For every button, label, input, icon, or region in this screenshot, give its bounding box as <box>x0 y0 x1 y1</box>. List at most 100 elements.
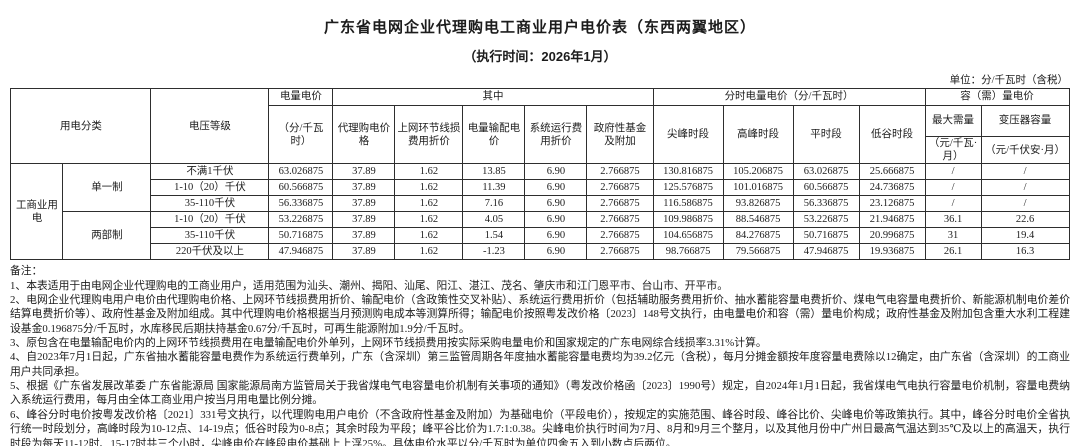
value-cell: / <box>980 163 1070 181</box>
value-cell: 2.766875 <box>586 243 654 261</box>
header-system-operation: 系统运行费用折价 <box>524 104 588 165</box>
value-cell: 2.766875 <box>586 211 654 229</box>
value-cell: 109.986875 <box>652 211 724 229</box>
value-cell: 6.90 <box>524 243 588 261</box>
category-cell: 工商业用电 <box>10 163 64 261</box>
value-cell: 4.05 <box>462 211 526 229</box>
header-agency-price: 代理购电价格 <box>332 104 396 165</box>
value-cell: 84.276875 <box>722 227 794 245</box>
value-cell: 50.716875 <box>268 227 334 245</box>
voltage-cell: 35-110千伏 <box>150 195 270 213</box>
note-item: 1、本表适用于由电网企业代理购电的工商业用户，适用范围为汕头、潮州、揭阳、汕尾、… <box>10 279 728 292</box>
value-cell: 20.996875 <box>858 227 926 245</box>
value-cell: 130.816875 <box>652 163 724 181</box>
value-cell: 26.1 <box>924 243 982 261</box>
value-cell: 6.90 <box>524 195 588 213</box>
value-cell: 6.90 <box>524 163 588 181</box>
voltage-cell: 1-10（20）千伏 <box>150 211 270 229</box>
value-cell: 56.336875 <box>268 195 334 213</box>
table-row: 35-110千伏 56.336875 37.89 1.62 7.16 6.90 2.7668… <box>11 195 1070 213</box>
header-energy-price: 电量电价 <box>268 88 334 106</box>
value-cell: 56.336875 <box>792 195 860 213</box>
value-cell: 1.62 <box>394 179 464 197</box>
header-transmission-price: 电量输配电价 <box>462 104 526 165</box>
value-cell: 23.126875 <box>858 195 926 213</box>
pricing-system-cell: 两部制 <box>62 211 152 261</box>
header-capacity-price: 容（需）量电价 <box>924 88 1070 106</box>
header-gov-fund: 政府性基金及附加 <box>586 104 654 165</box>
value-cell: 63.026875 <box>792 163 860 181</box>
value-cell: 6.90 <box>524 211 588 229</box>
table-row: 35-110千伏 50.716875 37.89 1.62 1.54 6.90 2.7668… <box>11 227 1070 245</box>
value-cell: 1.62 <box>394 211 464 229</box>
note-item: 6、峰谷分时电价按粤发改价格〔2021〕331号文执行，以代理购电用户电价（不含… <box>10 408 1070 446</box>
value-cell: 79.566875 <box>722 243 794 261</box>
header-peak: 高峰时段 <box>722 104 794 165</box>
note-item: 5、根据《广东省发展改革委 广东省能源局 国家能源局南方监管局关于我省煤电气电容… <box>10 380 1070 407</box>
header-among-which: 其中 <box>332 88 654 106</box>
value-cell: 1.62 <box>394 163 464 181</box>
value-cell: 93.826875 <box>722 195 794 213</box>
header-sharp-peak: 尖峰时段 <box>652 104 724 165</box>
value-cell: 1.54 <box>462 227 526 245</box>
voltage-cell: 35-110千伏 <box>150 227 270 245</box>
value-cell: 11.39 <box>462 179 526 197</box>
value-cell: 50.716875 <box>792 227 860 245</box>
value-cell: 116.586875 <box>652 195 724 213</box>
header-flat: 平时段 <box>792 104 860 165</box>
value-cell: 25.666875 <box>858 163 926 181</box>
value-cell: 16.3 <box>980 243 1070 261</box>
document-page: 广东省电网企业代理购电工商业用户电价表（东西两翼地区） （执行时间：2026年1… <box>0 16 1080 446</box>
value-cell: 6.90 <box>524 179 588 197</box>
value-cell: / <box>980 179 1070 197</box>
value-cell: 1.62 <box>394 243 464 261</box>
value-cell: 60.566875 <box>792 179 860 197</box>
value-cell: 2.766875 <box>586 227 654 245</box>
value-cell: 1.62 <box>394 195 464 213</box>
value-cell: 24.736875 <box>858 179 926 197</box>
header-voltage-level: 电压等级 <box>150 87 270 165</box>
value-cell: 104.656875 <box>652 227 724 245</box>
value-cell: / <box>980 195 1070 213</box>
value-cell: 47.946875 <box>792 243 860 261</box>
value-cell: 1.62 <box>394 227 464 245</box>
value-cell: 31 <box>924 227 982 245</box>
value-cell: 88.546875 <box>722 211 794 229</box>
value-cell: 37.89 <box>332 211 396 229</box>
value-cell: 37.89 <box>332 243 396 261</box>
value-cell: 47.946875 <box>268 243 334 261</box>
table-row: 工商业用电 单一制 不满1千伏 63.026875 37.89 1.62 13.85 6.90… <box>10 163 1070 261</box>
price-table: 用电分类 电压等级 电量电价 其中 分时电量电价（分/千瓦时） 容（需）量电价 … <box>10 87 1070 261</box>
header-transformer-capacity-unit: （元/千伏安·月） <box>980 135 1070 165</box>
value-cell: 63.026875 <box>268 163 334 181</box>
value-cell: 2.766875 <box>586 163 654 181</box>
value-cell: 37.89 <box>332 179 396 197</box>
value-cell: / <box>924 163 982 181</box>
header-line-loss: 上网环节线损费用折价 <box>394 104 464 165</box>
header-energy-price-unit: （分/千瓦时） <box>268 104 334 165</box>
notes-label: 备注： <box>10 265 43 278</box>
value-cell: 60.566875 <box>268 179 334 197</box>
table-row: 1-10（20）千伏 60.566875 37.89 1.62 11.39 6.90 2.7… <box>11 179 1070 197</box>
voltage-cell: 220千伏及以上 <box>150 243 270 261</box>
value-cell: 6.90 <box>524 227 588 245</box>
note-item: 2、电网企业代理购电用户电价由代理购电价格、上网环节线损费用折价、输配电价（含政… <box>10 293 1070 335</box>
header-user-category: 用电分类 <box>10 87 152 165</box>
value-cell: 37.89 <box>332 163 396 181</box>
value-cell: 19.4 <box>980 227 1070 245</box>
value-cell: / <box>924 195 982 213</box>
header-valley: 低谷时段 <box>858 104 926 165</box>
value-cell: 125.576875 <box>652 179 724 197</box>
header-max-demand-unit: （元/千瓦·月） <box>924 135 982 165</box>
value-cell: 2.766875 <box>586 195 654 213</box>
value-cell: 22.6 <box>980 211 1070 229</box>
table-row: 两部制 1-10（20）千伏 53.226875 37.89 1.62 4.05 6.90 2… <box>11 211 1070 261</box>
price-table-body: 工商业用电 单一制 不满1千伏 63.026875 37.89 1.62 13.85 6.90… <box>10 163 1070 261</box>
header-transformer-capacity: 变压器容量 <box>980 105 1070 137</box>
voltage-cell: 不满1千伏 <box>150 163 270 181</box>
value-cell: 98.766875 <box>652 243 724 261</box>
note-item: 3、原包含在电量输配电价内的上网环节线损费用在电量输配电价外单列，上网环节线损费… <box>10 337 767 350</box>
value-cell: 37.89 <box>332 227 396 245</box>
value-cell: 7.16 <box>462 195 526 213</box>
notes-section: 备注： 1、本表适用于由电网企业代理购电的工商业用户，适用范围为汕头、潮州、揭阳… <box>10 264 1070 446</box>
